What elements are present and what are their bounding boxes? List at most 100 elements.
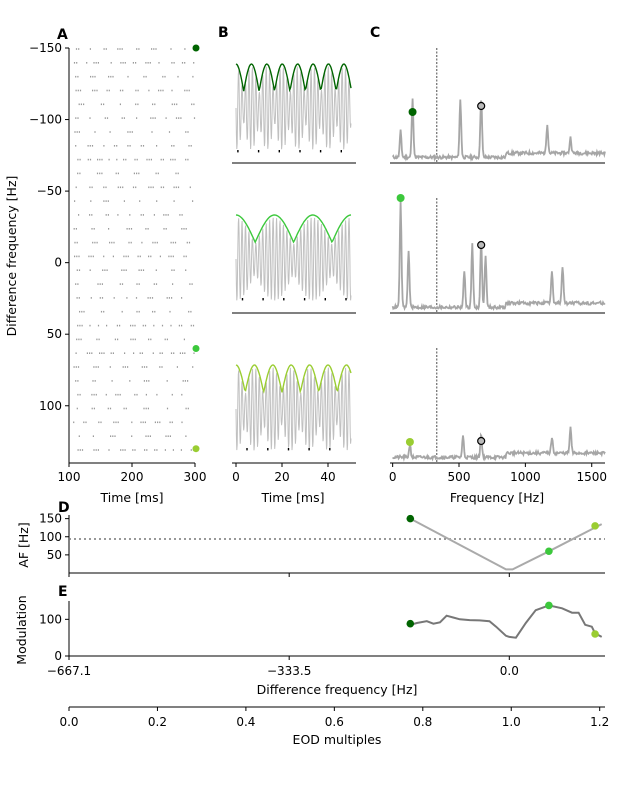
spike-mark	[90, 297, 92, 299]
spike-mark	[182, 352, 184, 354]
spike-mark	[128, 241, 130, 244]
spike-mark	[156, 393, 158, 396]
spike-mark	[96, 172, 99, 175]
spike-mark	[103, 48, 105, 50]
spike-mark	[80, 338, 82, 341]
spike-mark	[119, 103, 121, 106]
spike-mark	[154, 449, 156, 451]
panel-a-raster	[73, 48, 196, 451]
spike-mark	[91, 145, 94, 147]
spike-mark	[185, 435, 187, 437]
spike-mark	[126, 228, 128, 230]
spike-mark	[169, 310, 171, 313]
spike-mark	[86, 352, 88, 354]
spike-mark	[81, 449, 84, 451]
stimulus-marker	[192, 445, 200, 453]
spike-mark	[135, 89, 137, 92]
spike-mark	[108, 89, 110, 92]
spike-mark	[77, 283, 79, 285]
spike-mark	[173, 186, 175, 189]
spike-mark	[128, 228, 130, 230]
spike-mark	[119, 186, 122, 189]
spike-mark	[181, 324, 183, 327]
spike-mark	[171, 103, 173, 106]
spike-mark	[181, 228, 183, 230]
spike-mark	[76, 269, 78, 271]
spike-mark	[166, 380, 168, 382]
spike-mark	[104, 117, 106, 119]
spike-mark	[129, 380, 131, 382]
spike-mark	[116, 324, 118, 327]
spike-tick	[241, 298, 244, 301]
spike-mark	[115, 393, 117, 396]
spike-mark	[184, 62, 186, 64]
spike-mark	[167, 214, 169, 216]
spike-mark	[165, 214, 167, 216]
spike-mark	[119, 324, 121, 327]
spike-mark	[90, 200, 92, 202]
spike-mark	[186, 89, 188, 92]
spike-mark	[173, 269, 175, 271]
spike-mark	[154, 117, 156, 119]
spike-mark	[109, 407, 112, 410]
spike-mark	[109, 366, 111, 368]
spike-mark	[185, 228, 187, 230]
spike-mark	[166, 407, 169, 410]
spike-mark	[79, 310, 81, 313]
spike-mark	[170, 324, 172, 327]
spike-mark	[110, 435, 112, 437]
x-tick-label: 40	[320, 470, 335, 484]
spike-mark	[145, 228, 147, 230]
x-tick-label: 1500	[576, 470, 607, 484]
spike-mark	[150, 186, 152, 189]
spike-mark	[83, 310, 85, 313]
spike-mark	[75, 283, 77, 285]
spike-mark	[125, 255, 127, 258]
panel-d-y-ticks: 50 100 150	[39, 512, 69, 562]
panel-b: 0 20 40 Time [ms]	[232, 63, 356, 505]
spike-mark	[181, 393, 183, 396]
spike-mark	[192, 366, 194, 368]
spike-mark	[147, 435, 149, 437]
spike-mark	[137, 255, 139, 258]
spike-mark	[160, 89, 162, 92]
spike-mark	[92, 241, 94, 244]
spike-tick	[299, 150, 301, 153]
panel-a-markers	[192, 44, 200, 453]
x-tick-label: 0.2	[148, 715, 167, 729]
spike-mark	[94, 89, 96, 92]
spike-mark	[152, 352, 154, 354]
spike-mark	[123, 200, 125, 202]
spike-mark	[146, 158, 148, 161]
spike-mark	[101, 158, 103, 161]
spike-mark	[151, 297, 154, 299]
spike-mark	[143, 366, 146, 368]
spike-mark	[127, 131, 129, 133]
spike-mark	[75, 186, 77, 189]
x-tick-label: −333.5	[267, 664, 311, 678]
spike-mark	[115, 172, 117, 175]
spike-mark	[170, 48, 172, 50]
spike-mark	[83, 103, 85, 106]
spike-mark	[100, 421, 102, 424]
panel-a: −150 −100 −50 0 50 100 100 200 300 Time [ms] Di…	[4, 41, 206, 505]
spike-mark	[152, 310, 154, 313]
spike-mark	[188, 241, 191, 244]
spike-mark	[105, 393, 107, 396]
spike-mark	[78, 269, 81, 271]
y-tick-label: 50	[47, 327, 62, 341]
spike-mark	[140, 145, 142, 147]
spike-mark	[114, 338, 116, 341]
spike-tick	[257, 150, 260, 153]
spike-tick	[324, 298, 326, 301]
spike-mark	[158, 89, 160, 92]
spike-mark	[75, 352, 77, 354]
spike-mark	[185, 407, 187, 410]
af-marker	[545, 547, 553, 556]
spike-mark	[175, 186, 177, 189]
spike-mark	[77, 75, 79, 78]
spike-mark	[172, 283, 174, 285]
spike-mark	[103, 186, 105, 189]
spike-mark	[193, 103, 195, 106]
spike-mark	[148, 186, 150, 189]
